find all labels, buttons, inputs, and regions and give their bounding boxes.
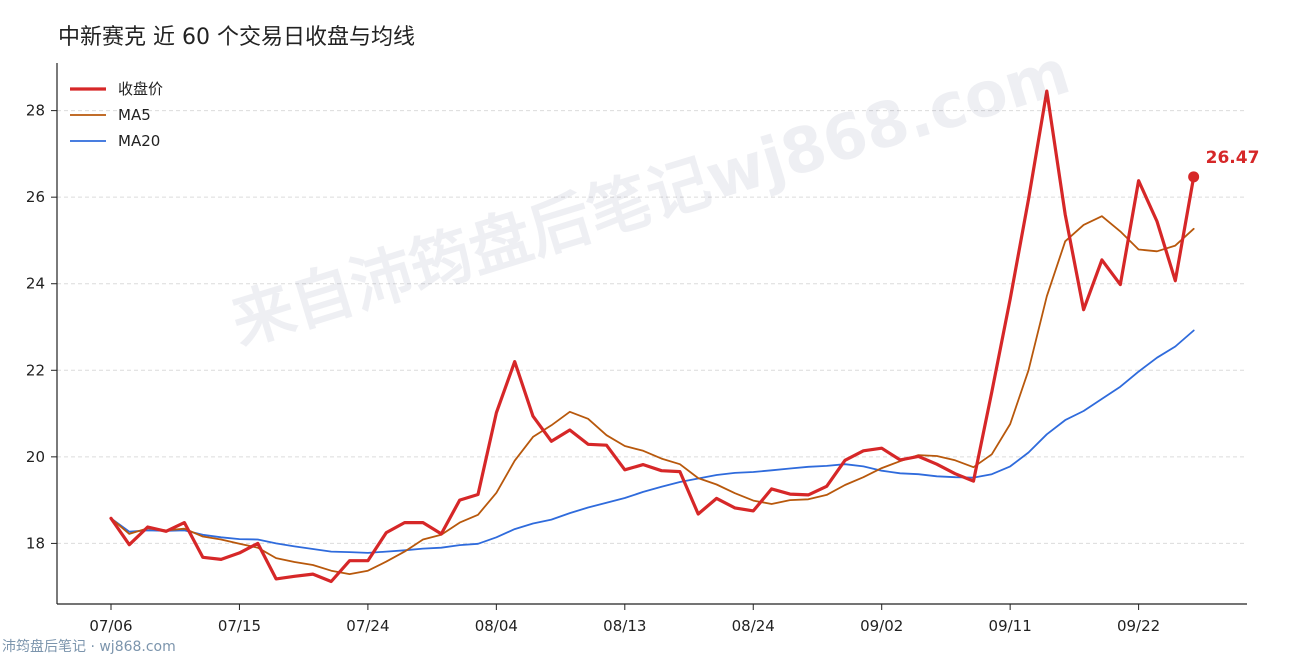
- footer-credit: 沛筠盘后笔记 · wj868.com: [2, 639, 176, 655]
- legend-label-close: 收盘价: [118, 80, 163, 98]
- y-tick-label: 20: [26, 448, 45, 466]
- chart-title: 中新赛克 近 60 个交易日收盘与均线: [58, 25, 415, 50]
- legend: 收盘价 MA5 MA20: [70, 80, 163, 150]
- y-tick-label: 18: [26, 534, 45, 552]
- last-value-marker: 26.47: [1188, 148, 1259, 183]
- x-tick-label: 07/15: [218, 617, 261, 635]
- y-axis-ticks: 18 20 22 24 26 28: [26, 102, 57, 552]
- x-tick-label: 07/24: [346, 617, 389, 635]
- y-tick-label: 26: [26, 188, 45, 206]
- y-tick-label: 28: [26, 102, 45, 120]
- last-close-point: [1188, 171, 1200, 183]
- series-line-ma5: [110, 215, 1195, 575]
- x-tick-label: 09/22: [1117, 617, 1160, 635]
- x-tick-label: 07/06: [89, 617, 132, 635]
- grid-lines: [57, 110, 1247, 544]
- x-tick-label: 09/11: [989, 617, 1032, 635]
- legend-label-ma20: MA20: [118, 132, 160, 150]
- x-tick-label: 09/02: [860, 617, 903, 635]
- last-close-label: 26.47: [1206, 148, 1260, 168]
- series-lines: [109, 89, 1196, 584]
- y-tick-label: 24: [26, 275, 45, 293]
- axes: [56, 63, 1247, 605]
- y-tick-label: 22: [26, 361, 45, 379]
- x-tick-label: 08/04: [475, 617, 518, 635]
- series-line-close: [109, 89, 1196, 584]
- legend-label-ma5: MA5: [118, 106, 151, 124]
- x-axis-ticks: 07/06 07/15 07/24 08/04 08/13 08/24 09/02 09/11…: [89, 604, 1160, 635]
- series-line-ma20: [110, 329, 1195, 554]
- x-tick-label: 08/13: [603, 617, 646, 635]
- x-tick-label: 08/24: [732, 617, 775, 635]
